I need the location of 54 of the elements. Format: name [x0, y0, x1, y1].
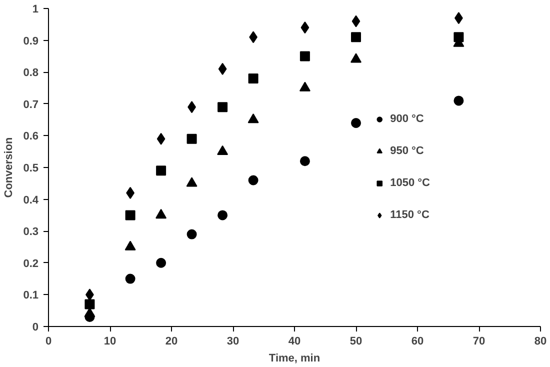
y-tick-label: 0.9 [23, 35, 39, 48]
legend-label: 900 °C [390, 113, 424, 125]
y-tick-label: 0 [32, 322, 39, 334]
point [248, 73, 258, 84]
legend-label: 1150 °C [390, 209, 430, 221]
x-tick-label: 40 [288, 336, 301, 348]
x-tick-label: 80 [534, 336, 547, 348]
legend-label: 1050 °C [390, 177, 430, 189]
point [156, 208, 167, 219]
x-tick-label: 0 [45, 336, 52, 348]
point [156, 166, 166, 176]
x-tick-label: 60 [411, 336, 424, 348]
point [351, 32, 361, 42]
legend-label: 950 °C [390, 145, 424, 157]
point [186, 229, 197, 240]
point [218, 102, 228, 112]
point [300, 22, 310, 34]
point [84, 299, 95, 310]
point [300, 51, 310, 62]
point [350, 53, 362, 63]
y-tick-label: 0.3 [23, 226, 39, 238]
x-tick-label: 50 [350, 336, 362, 348]
point [248, 114, 259, 124]
point [352, 15, 360, 28]
point [351, 118, 361, 128]
y-tick-label: 0.7 [23, 98, 39, 111]
point [454, 96, 464, 106]
point [125, 210, 136, 220]
x-tick-label: 30 [226, 336, 240, 348]
point [299, 82, 310, 92]
x-tick-label: 10 [104, 336, 116, 348]
y-tick-label: 0.1 [23, 290, 39, 302]
point [124, 240, 136, 250]
x-tick-label: 70 [472, 336, 486, 348]
point [218, 62, 227, 75]
point [217, 145, 228, 155]
y-tick-label: 0.5 [23, 162, 39, 174]
y-tick-label: 0.6 [23, 130, 39, 143]
point [125, 274, 136, 284]
point [156, 258, 166, 268]
y-tick-label: 1 [32, 4, 39, 16]
x-tick-label: 20 [165, 336, 178, 348]
y-axis-title: Conversion [3, 136, 16, 198]
y-tick-label: 0.2 [23, 258, 39, 270]
x-axis-title: Time, min [268, 352, 320, 364]
point [186, 177, 198, 187]
point [156, 132, 166, 145]
point [300, 156, 310, 166]
point [218, 210, 228, 220]
point [248, 175, 258, 186]
point [84, 312, 95, 322]
y-tick-label: 0.8 [23, 67, 39, 80]
point [186, 134, 197, 144]
y-tick-label: 0.4 [23, 194, 40, 206]
